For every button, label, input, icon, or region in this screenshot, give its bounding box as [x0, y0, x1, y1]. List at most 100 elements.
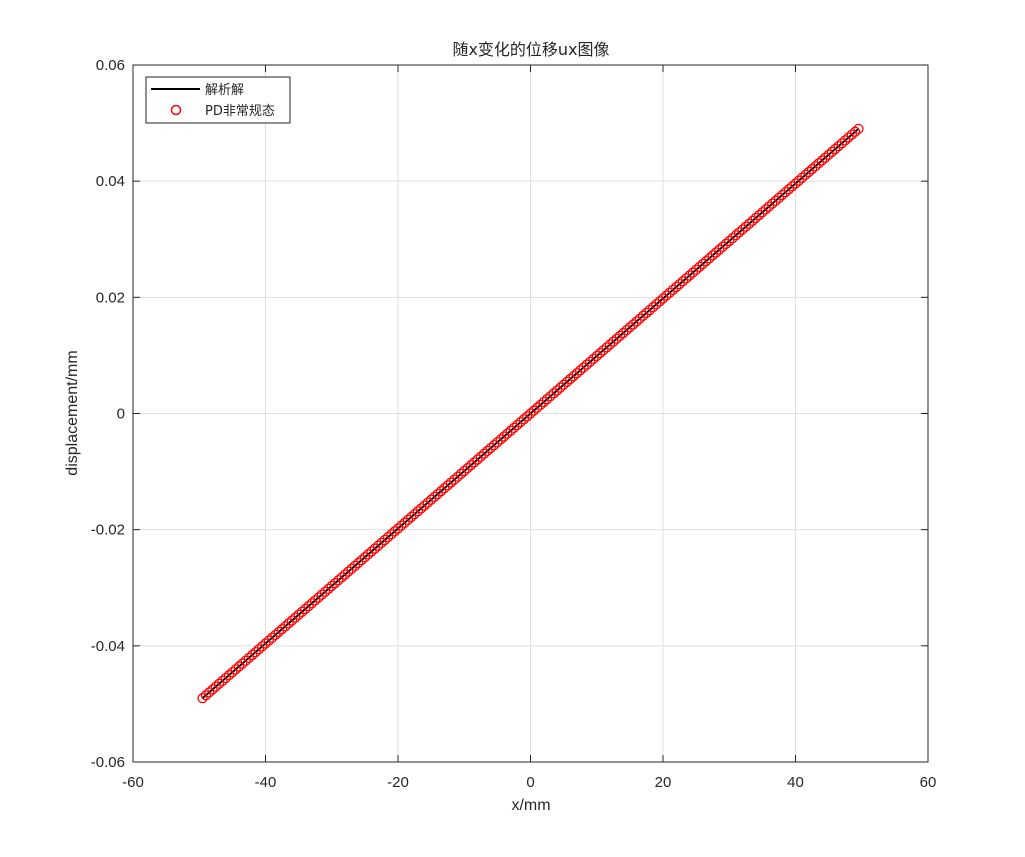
- pd-marker: [353, 557, 364, 569]
- pd-marker: [240, 655, 251, 666]
- x-axis-label: x/mm: [511, 797, 550, 814]
- pd-marker: [730, 230, 742, 241]
- pd-marker: [667, 284, 679, 296]
- pd-marker: [710, 247, 722, 258]
- pd-marker: [641, 307, 652, 319]
- pd-marker: [522, 411, 533, 422]
- pd-marker: [598, 345, 609, 356]
- pd-marker: [227, 667, 238, 678]
- pd-marker: [717, 241, 728, 252]
- pd-marker: [681, 273, 692, 284]
- pd-marker: [303, 600, 314, 612]
- pd-marker: [333, 575, 344, 586]
- pd-marker: [531, 402, 543, 413]
- pd-marker: [558, 379, 569, 390]
- pd-marker: [671, 281, 682, 293]
- pd-marker: [508, 422, 520, 434]
- pd-marker: [233, 661, 245, 672]
- legend-box: [145, 76, 291, 124]
- pd-marker: [363, 549, 374, 560]
- pd-marker: [803, 166, 814, 178]
- pd-marker: [787, 181, 798, 192]
- pd-marker: [422, 497, 433, 508]
- pd-marker: [243, 652, 255, 664]
- pd-marker: [684, 270, 695, 281]
- pd-marker: [257, 641, 268, 652]
- pd-marker: [704, 253, 715, 264]
- pd-marker: [310, 595, 321, 606]
- pd-marker: [621, 324, 632, 336]
- pd-marker: [528, 405, 539, 416]
- pd-marker: [628, 319, 639, 330]
- pd-marker: [459, 465, 470, 477]
- x-tick-label: -20: [387, 774, 409, 791]
- pd-marker: [846, 129, 857, 140]
- pd-marker: [767, 198, 778, 209]
- pd-marker: [525, 408, 536, 419]
- pd-marker: [657, 293, 669, 304]
- pd-marker: [743, 218, 755, 229]
- y-tick-label: 0.02: [96, 289, 125, 306]
- pd-marker: [568, 370, 579, 382]
- pd-marker: [545, 391, 556, 402]
- pd-marker: [406, 511, 417, 523]
- pd-marker: [813, 158, 824, 169]
- pd-marker: [740, 221, 751, 232]
- pd-marker: [737, 224, 748, 235]
- x-tick-label: 20: [655, 774, 672, 791]
- pd-marker: [200, 690, 212, 701]
- pd-marker: [591, 350, 602, 362]
- pd-marker: [492, 437, 503, 448]
- pd-marker: [694, 261, 705, 273]
- pd-marker: [608, 336, 619, 347]
- pd-marker: [790, 178, 801, 189]
- pd-marker: [382, 531, 394, 543]
- pd-marker: [326, 580, 337, 592]
- pd-marker: [359, 552, 371, 563]
- pd-marker: [700, 255, 712, 267]
- pd-marker: [316, 589, 327, 600]
- pd-marker: [204, 687, 215, 698]
- pd-marker: [207, 684, 218, 695]
- pd-marker: [419, 500, 430, 511]
- x-tick-label: -40: [255, 774, 277, 791]
- pd-marker: [674, 278, 685, 290]
- pd-marker: [727, 232, 738, 244]
- pd-marker: [707, 250, 718, 261]
- pd-marker: [836, 138, 848, 149]
- pd-marker: [290, 612, 301, 623]
- pd-marker: [505, 425, 516, 436]
- pd-marker: [588, 353, 599, 365]
- pd-marker: [753, 209, 765, 221]
- pd-marker: [389, 526, 400, 537]
- pd-marker: [372, 540, 384, 551]
- pd-marker: [300, 603, 311, 615]
- pd-marker: [276, 623, 288, 635]
- pd-marker: [197, 692, 208, 704]
- pd-marker: [575, 365, 586, 376]
- pd-marker: [452, 471, 463, 482]
- series-pd-markers: [197, 123, 864, 704]
- pd-marker: [624, 322, 636, 333]
- pd-marker: [830, 143, 841, 155]
- pd-marker: [488, 439, 500, 451]
- pd-marker: [263, 635, 274, 646]
- pd-marker: [690, 264, 702, 275]
- pd-marker: [386, 529, 397, 540]
- pd-marker: [724, 235, 735, 247]
- pd-marker: [412, 506, 424, 517]
- pd-marker: [611, 333, 622, 344]
- pd-marker: [757, 207, 768, 218]
- pd-marker: [253, 644, 265, 655]
- pd-marker: [714, 244, 725, 255]
- pd-marker: [465, 460, 477, 471]
- pd-marker: [644, 304, 655, 316]
- pd-marker: [697, 258, 708, 270]
- pd-marker: [604, 339, 616, 350]
- pd-marker: [750, 212, 761, 224]
- pd-marker: [601, 342, 612, 353]
- pd-marker: [664, 287, 675, 298]
- y-tick-label: -0.06: [91, 754, 125, 771]
- pd-marker: [578, 362, 589, 373]
- pd-marker: [793, 175, 804, 186]
